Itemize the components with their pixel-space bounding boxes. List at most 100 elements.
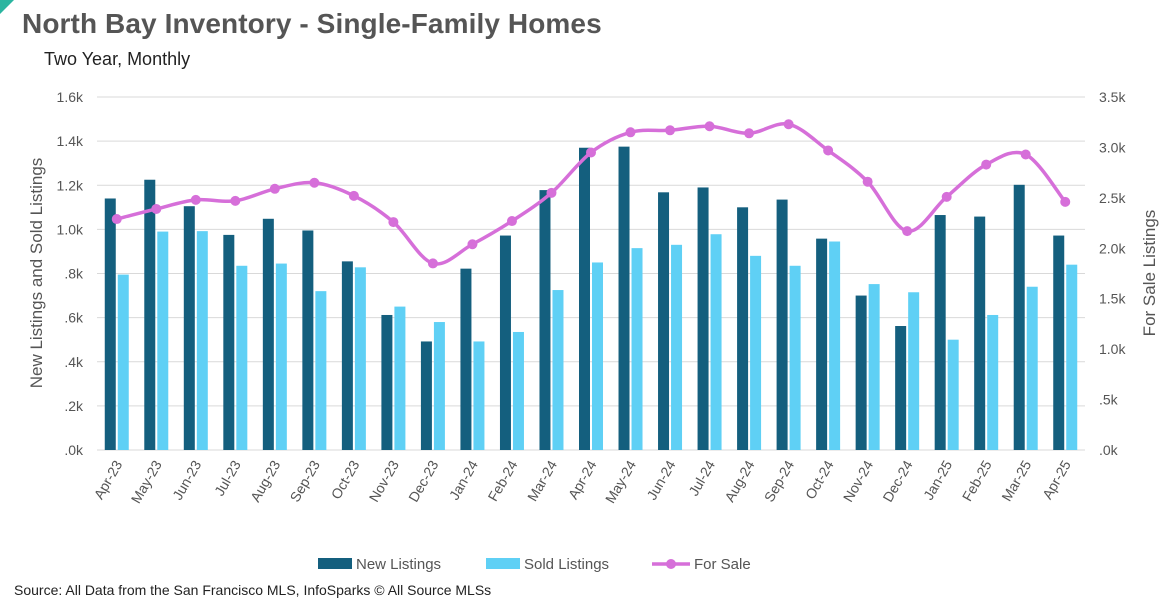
legend-marker-for-sale [666,559,676,569]
y-left-tick-label: .6k [64,310,84,326]
bar-new-listings [223,234,235,450]
bar-sold-listings [1066,264,1078,450]
legend-label-for-sale: For Sale [694,556,751,573]
y-left-tick-label: .2k [64,398,84,414]
bar-sold-listings [908,292,920,450]
x-tick-label: Feb-24 [485,457,521,504]
bar-new-listings [341,261,353,450]
x-tick-label: Aug-23 [247,457,284,504]
y-left-tick-label: 1.6k [57,89,84,105]
bar-new-listings [737,207,749,450]
y-left-tick-label: .8k [64,266,84,282]
x-tick-label: Jul-23 [211,457,244,498]
legend-swatch-sold-listings [486,558,520,569]
x-tick-label: Mar-24 [524,457,560,504]
bar-new-listings [144,179,156,450]
bar-new-listings [658,192,670,450]
bar-new-listings [855,295,867,450]
y-axis-right-title: For Sale Listings [1140,210,1159,337]
bar-new-listings [460,268,472,450]
bar-sold-listings [473,341,485,450]
bar-new-listings [420,341,432,450]
point-for-sale [348,190,359,201]
y-right-tick-label: .5k [1099,392,1119,408]
point-for-sale [546,187,557,198]
bar-new-listings [1013,184,1025,450]
bar-sold-listings [394,306,406,450]
bar-new-listings [776,199,788,450]
y-right-tick-label: .0k [1099,442,1119,458]
bar-new-listings [895,326,907,450]
y-right-tick-label: 3.0k [1099,139,1126,155]
bar-sold-listings [987,314,999,450]
point-for-sale [704,121,715,132]
x-tick-label: Nov-23 [366,457,403,504]
y-left-tick-label: 1.2k [57,177,84,193]
x-tick-label: Feb-25 [959,457,995,504]
x-tick-label: May-24 [602,457,639,506]
y-right-tick-label: 1.0k [1099,341,1126,357]
bar-sold-listings [275,263,287,450]
bar-sold-listings [315,291,327,450]
x-tick-label: Jul-24 [685,457,718,498]
x-tick-label: Aug-24 [721,457,758,504]
point-for-sale [665,125,676,136]
bar-new-listings [579,147,590,450]
point-for-sale [427,258,438,269]
bar-new-listings [381,314,393,450]
x-tick-label: Apr-23 [90,457,125,502]
bar-sold-listings [750,255,762,450]
point-for-sale [388,217,399,228]
bar-sold-listings [829,241,841,450]
point-for-sale [467,239,478,250]
bar-sold-listings [354,267,366,450]
point-for-sale [269,183,280,194]
x-tick-label: Mar-25 [998,457,1034,504]
x-tick-label: Dec-23 [405,457,442,504]
bar-new-listings [539,190,551,450]
point-for-sale [744,128,755,139]
y-right-tick-label: 1.5k [1099,291,1126,307]
point-for-sale [1020,149,1031,160]
line-for-sale [116,122,1067,266]
y-left-tick-label: 1.0k [57,221,84,237]
x-tick-label: Nov-24 [840,457,877,504]
bar-sold-listings [592,262,603,450]
y-left-tick-label: .0k [64,442,84,458]
point-for-sale [862,176,873,187]
corner-accent [0,0,14,14]
bar-sold-listings [433,322,445,450]
x-tick-label: Jan-24 [446,457,481,502]
point-for-sale [190,194,201,205]
bar-sold-listings [671,244,683,450]
bar-sold-listings [631,248,643,450]
y-right-tick-label: 2.5k [1099,190,1126,206]
bar-new-listings [1053,235,1065,450]
x-tick-label: Sep-24 [761,457,798,504]
point-for-sale [783,119,794,130]
bar-sold-listings [868,284,880,450]
y-left-tick-label: 1.4k [57,133,84,149]
point-for-sale [309,177,320,188]
point-for-sale [506,216,517,227]
bar-new-listings [183,206,195,450]
bar-new-listings [618,146,630,450]
x-tick-label: Sep-23 [287,457,324,504]
bar-sold-listings [947,339,959,450]
point-for-sale [586,147,596,158]
legend-label-new-listings: New Listings [356,556,441,573]
bar-new-listings [262,218,274,450]
y-right-tick-label: 3.5k [1099,89,1126,105]
x-tick-label: Apr-24 [565,457,600,502]
bar-sold-listings [710,234,722,450]
point-for-sale [230,195,241,206]
bar-sold-listings [236,265,248,450]
x-tick-label: Jan-25 [920,457,955,502]
point-for-sale [1060,196,1071,207]
point-for-sale [823,145,834,156]
point-for-sale [981,159,992,170]
point-for-sale [941,191,952,202]
x-tick-label: Oct-24 [802,457,837,502]
x-tick-label: Dec-24 [879,457,916,504]
